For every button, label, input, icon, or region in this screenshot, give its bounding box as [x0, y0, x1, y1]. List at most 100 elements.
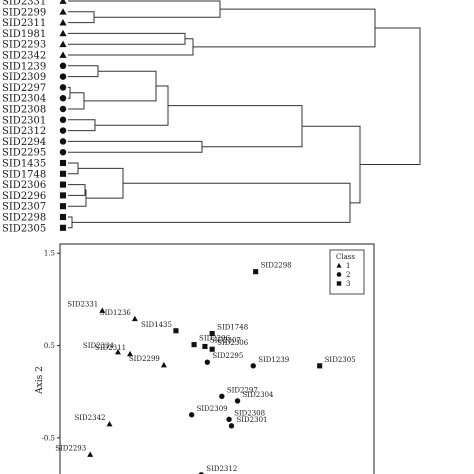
leaf-label: SID2312	[2, 126, 46, 137]
point-square	[191, 342, 197, 348]
point-circle	[228, 423, 235, 429]
leaf-label: SID2309	[2, 72, 46, 83]
dendrogram-branch	[360, 27, 421, 166]
leaf-marker-triangle	[59, 19, 67, 26]
dendrogram-branch	[68, 11, 95, 24]
legend-marker-circle	[336, 272, 342, 277]
leaf-label: SID2306	[2, 180, 46, 191]
leaf-marker-circle	[59, 116, 67, 124]
dendrogram-branch	[68, 119, 96, 132]
leaf-label: SID2301	[2, 115, 46, 126]
leaf-label: SID1748	[2, 169, 46, 180]
point-label: SID2334	[83, 342, 115, 350]
leaf-marker-circle	[59, 84, 67, 91]
leaf-label: SID2307	[2, 202, 46, 213]
leaf-label: SID2331	[2, 0, 46, 8]
dendrogram-branch	[84, 70, 157, 102]
leaf-marker-triangle	[59, 29, 67, 37]
scatter-plot: Axis 2 1.50.5-0.5 SID2331SID1236SID2334S…	[35, 243, 375, 474]
leaf-label: SID1239	[2, 61, 46, 72]
legend-marker-square	[336, 281, 342, 286]
point-label: SID2295	[212, 352, 243, 360]
legend-entry: 3	[346, 280, 350, 288]
leaf-label: SID2293	[2, 40, 46, 51]
leaf-label: SID1981	[2, 29, 46, 40]
point-circle	[219, 393, 225, 400]
point-label: SID2296	[199, 335, 231, 343]
point-circle	[250, 363, 256, 369]
point-label: SID2304	[243, 391, 275, 399]
leaf-label: SID1435	[2, 159, 46, 170]
leaf-marker-triangle	[59, 40, 67, 48]
legend-title: Class	[336, 253, 355, 261]
leaf-label: SID2308	[2, 105, 46, 116]
y-axis-title: Axis 2	[35, 366, 45, 395]
point-label: SID1748	[217, 324, 248, 332]
point-label: SID2297	[227, 386, 258, 394]
leaf-label: SID2311	[2, 18, 46, 29]
point-label: SID2311	[95, 344, 126, 352]
plot-frame	[59, 243, 375, 474]
leaf-marker-circle	[59, 73, 67, 80]
point-triangle	[127, 350, 134, 357]
leaf-marker-circle	[59, 62, 67, 70]
leaf-marker-triangle	[59, 0, 67, 4]
leaf-label: SID2297	[2, 83, 46, 94]
point-triangle	[114, 349, 121, 355]
leaf-label: SID2305	[2, 223, 46, 234]
y-tick-label: -0.5	[42, 434, 56, 442]
dendrogram-branch	[302, 125, 361, 204]
dendrogram-branch	[168, 105, 303, 148]
dendrogram-branch	[68, 38, 194, 56]
leaf-marker-square	[59, 203, 67, 210]
legend-box	[329, 249, 365, 295]
point-label: SID1236	[100, 309, 132, 317]
leaf-marker-triangle	[59, 51, 67, 58]
legend-entry: 1	[346, 262, 350, 270]
leaf-marker-square	[59, 159, 67, 167]
dendrogram-branch	[68, 216, 73, 229]
dendrogram-branch	[68, 189, 87, 207]
legend-entry: 2	[346, 271, 350, 279]
dendrogram-branch	[95, 85, 169, 126]
point-label: SID2293	[55, 444, 86, 452]
point-label: SID2309	[197, 405, 228, 413]
leaf-label: SID2298	[2, 213, 46, 224]
point-label: SID2301	[236, 416, 267, 424]
dendrogram-branch	[68, 162, 79, 175]
leaf-label: SID2299	[2, 7, 46, 18]
leaf-marker-circle	[59, 138, 67, 145]
point-triangle	[106, 421, 113, 427]
point-square	[173, 328, 179, 334]
leaf-label: SID2294	[2, 137, 46, 148]
point-label: SID2299	[129, 355, 160, 363]
point-square	[202, 343, 208, 350]
point-circle	[226, 416, 232, 423]
dendrogram-branch	[68, 32, 186, 45]
leaf-label: SID2295	[2, 148, 46, 159]
point-label: SID2308	[234, 409, 265, 417]
point-label: SID1435	[141, 321, 172, 329]
dendrogram-branch	[68, 140, 203, 153]
point-triangle	[131, 315, 138, 322]
point-square	[209, 346, 215, 352]
leaf-label: SID2296	[2, 191, 46, 202]
leaf-marker-circle	[59, 94, 67, 102]
point-circle	[188, 412, 195, 418]
point-circle	[234, 398, 241, 404]
leaf-marker-square	[59, 192, 67, 199]
point-label: SID2298	[261, 262, 292, 270]
leaf-marker-circle	[59, 148, 67, 156]
point-label: SID2331	[67, 300, 98, 308]
dendrogram: SID2331SID2299SID2311SID1981SID2293SID23…	[2, 0, 421, 234]
point-label: SID2306	[217, 339, 249, 347]
dendrogram-branch	[68, 65, 99, 78]
dendrogram-branch	[72, 182, 351, 223]
leaf-marker-square	[59, 213, 67, 221]
y-tick-label: 1.5	[44, 250, 55, 258]
leaf-label: SID2342	[2, 51, 46, 62]
point-label: SID2307	[210, 336, 241, 344]
point-triangle	[99, 307, 106, 313]
y-tick-label: 0.5	[44, 342, 55, 350]
